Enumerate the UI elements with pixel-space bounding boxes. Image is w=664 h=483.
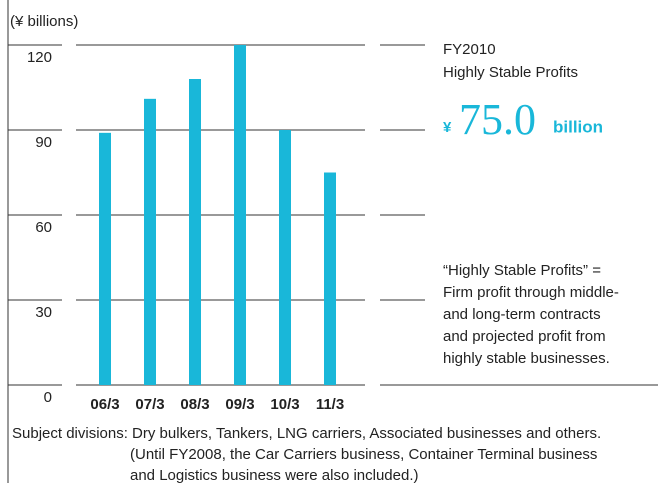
description-line: “Highly Stable Profits” = <box>443 262 601 279</box>
currency: ¥ <box>443 119 452 136</box>
x-tick-label: 10/3 <box>270 396 299 413</box>
x-tick-label: 11/3 <box>316 396 344 413</box>
description-line: and projected profit from <box>443 328 606 345</box>
bar <box>234 45 246 385</box>
period: FY2010 <box>443 41 496 58</box>
bar <box>324 172 336 385</box>
x-tick-label: 07/3 <box>135 396 164 413</box>
description-line: and long-term contracts <box>443 306 601 323</box>
description-line: highly stable businesses. <box>443 350 610 367</box>
y-tick-label: 0 <box>44 389 52 406</box>
y-axis-label: (¥ billions) <box>10 13 78 30</box>
amount-unit: billion <box>553 117 603 136</box>
y-tick-label: 120 <box>27 49 52 66</box>
bar <box>99 132 111 385</box>
heading: Highly Stable Profits <box>443 64 578 81</box>
footnote-line: and Logistics business were also include… <box>130 467 419 483</box>
y-tick-label: 30 <box>35 304 52 321</box>
bar <box>144 98 156 385</box>
footnote-line: (Until FY2008, the Car Carriers business… <box>130 446 597 463</box>
x-tick-label: 06/3 <box>90 396 119 413</box>
bar <box>279 130 291 385</box>
bar <box>189 79 201 385</box>
y-tick-label: 60 <box>35 219 52 236</box>
footnote-line: Subject divisions: Dry bulkers, Tankers,… <box>12 425 601 442</box>
description-line: Firm profit through middle- <box>443 284 619 301</box>
y-tick-label: 90 <box>35 134 52 151</box>
amount: 75.0 <box>459 95 536 144</box>
x-tick-label: 08/3 <box>180 396 209 413</box>
x-tick-label: 09/3 <box>225 396 254 413</box>
